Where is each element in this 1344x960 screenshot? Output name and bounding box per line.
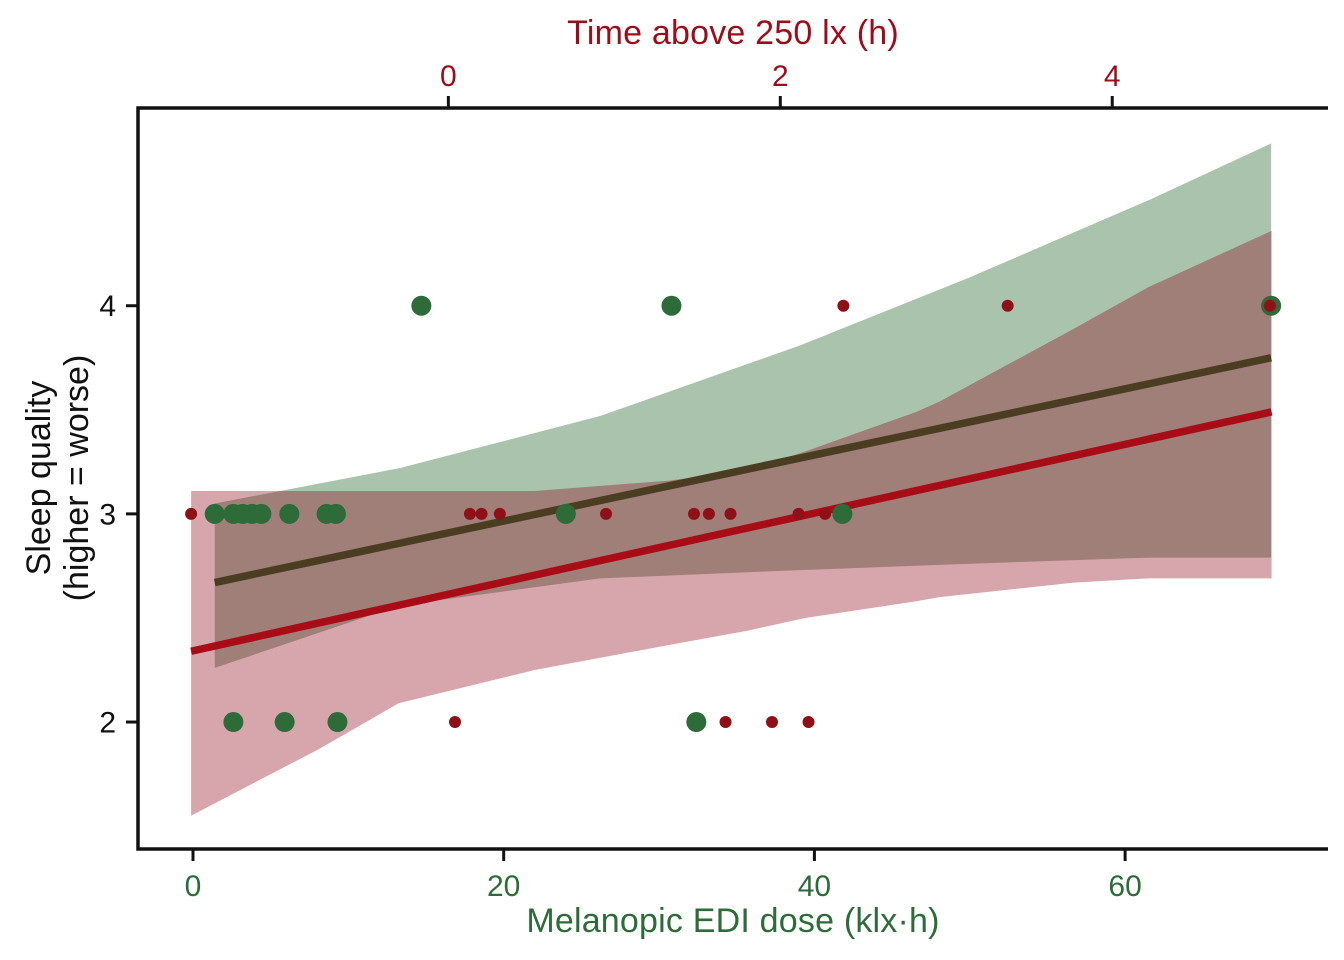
melanopic-edi-dose-point — [832, 503, 853, 524]
bottom-axis-tick-label: 60 — [1108, 870, 1141, 903]
time-above-250lx-regression-line — [190, 408, 1273, 655]
time-above-250lx-point — [792, 507, 805, 520]
y-axis-tick-label: 4 — [99, 290, 116, 323]
melanopic-edi-dose-point — [204, 503, 225, 524]
bottom-axis-tick-label: 40 — [798, 870, 831, 903]
time-above-250lx-point — [1001, 299, 1014, 312]
time-above-250lx-ci-band — [191, 230, 1272, 816]
time-above-250lx-point — [802, 716, 815, 729]
time-above-250lx-point — [475, 507, 488, 520]
top-axis-tick-label: 4 — [1104, 60, 1121, 93]
melanopic-edi-dose-point — [327, 712, 348, 733]
melanopic-edi-dose-point — [251, 503, 272, 524]
time-above-250lx-point — [687, 507, 700, 520]
top-axis-tick-label: 2 — [772, 60, 789, 93]
melanopic-edi-dose-regression-line — [213, 354, 1272, 587]
time-above-250lx-point — [1263, 299, 1276, 312]
melanopic-edi-dose-point — [279, 503, 300, 524]
time-above-250lx-point — [719, 716, 732, 729]
time-above-250lx-point — [837, 299, 850, 312]
time-above-250lx-point — [702, 507, 715, 520]
top-axis-title: Time above 250 lx (h) — [567, 14, 899, 52]
time-above-250lx-point — [449, 716, 462, 729]
bottom-axis-title: Melanopic EDI dose (klx·h) — [526, 902, 940, 940]
melanopic-edi-dose-point — [555, 503, 576, 524]
bottom-axis-tick-label: 0 — [185, 870, 202, 903]
time-above-250lx-point — [724, 507, 737, 520]
top-axis-tick-label: 0 — [440, 60, 457, 93]
time-above-250lx-point — [766, 716, 779, 729]
melanopic-edi-dose-point — [223, 712, 244, 733]
time-above-250lx-point — [819, 507, 832, 520]
melanopic-edi-dose-point — [411, 295, 432, 316]
axis-spines — [136, 106, 1328, 851]
time-above-250lx-point — [600, 507, 613, 520]
bottom-axis-tick-label: 20 — [487, 870, 520, 903]
y-axis-tick-label: 3 — [99, 498, 116, 531]
melanopic-edi-dose-point — [274, 712, 295, 733]
time-above-250lx-point — [463, 507, 476, 520]
melanopic-edi-dose-point — [325, 503, 346, 524]
y-axis-tick-label: 2 — [99, 707, 116, 740]
time-above-250lx-point — [493, 507, 506, 520]
melanopic-edi-dose-ci-band — [214, 143, 1272, 668]
time-above-250lx-point — [185, 507, 198, 520]
melanopic-edi-dose-point — [661, 295, 682, 316]
melanopic-edi-dose-point — [686, 712, 707, 733]
